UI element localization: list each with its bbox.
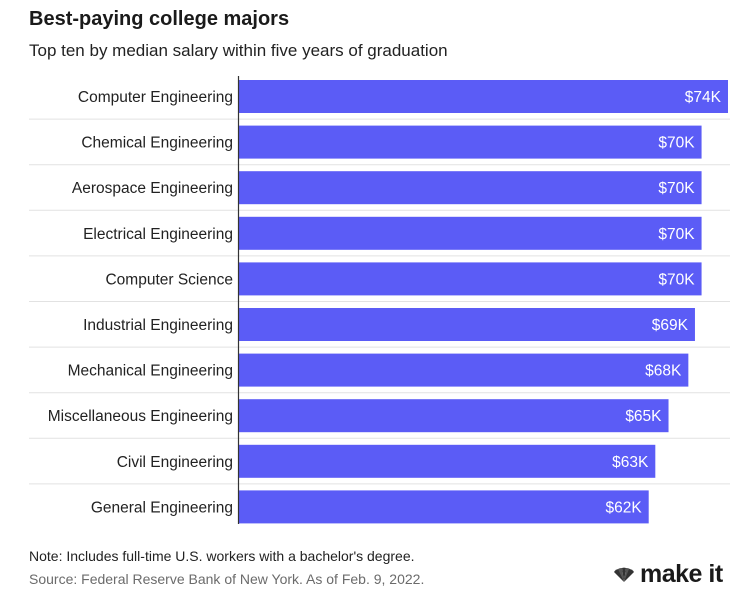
make-it-logo: make it (612, 560, 723, 589)
bar-chart: Computer Engineering Chemical Engineering… (29, 76, 730, 524)
category-label: Civil Engineering (117, 454, 233, 471)
bar (239, 399, 669, 433)
value-label: $68K (645, 363, 682, 380)
bar (239, 125, 702, 159)
value-label: $70K (658, 180, 695, 197)
bars (239, 80, 728, 524)
value-label: $69K (652, 317, 689, 334)
category-label: Aerospace Engineering (72, 180, 233, 197)
bar (239, 490, 649, 524)
value-labels: $74K $70K $70K $70K $70K $69K $68K $65K $63K $62K (605, 89, 721, 516)
bar (239, 80, 728, 113)
nbc-peacock-icon (614, 567, 634, 582)
category-label: Chemical Engineering (81, 135, 233, 152)
value-label: $62K (605, 499, 642, 516)
category-label: Mechanical Engineering (68, 363, 233, 380)
footer-note: Note: Includes full-time U.S. workers wi… (29, 548, 415, 564)
category-label: Industrial Engineering (83, 317, 233, 334)
bar (239, 262, 702, 296)
value-label: $70K (658, 271, 695, 288)
chart-subtitle: Top ten by median salary within five yea… (29, 41, 448, 60)
logo-text: make it (640, 560, 723, 588)
value-label: $70K (658, 135, 695, 152)
category-label: General Engineering (91, 499, 233, 516)
value-label: $63K (612, 454, 649, 471)
category-labels: Computer Engineering Chemical Engineering… (48, 89, 233, 516)
bar (239, 444, 656, 478)
value-label: $74K (685, 89, 722, 106)
value-label: $70K (658, 226, 695, 243)
footer-source: Source: Federal Reserve Bank of New York… (29, 571, 425, 587)
bar (239, 308, 695, 341)
row-separators (29, 118, 730, 485)
chart-title: Best-paying college majors (29, 8, 290, 30)
bar (239, 353, 689, 387)
bar (239, 216, 702, 250)
category-label: Electrical Engineering (83, 226, 233, 243)
category-label: Miscellaneous Engineering (48, 408, 233, 425)
category-label: Computer Engineering (78, 89, 233, 106)
value-label: $65K (625, 408, 662, 425)
category-label: Computer Science (105, 271, 233, 288)
bar (239, 171, 702, 205)
